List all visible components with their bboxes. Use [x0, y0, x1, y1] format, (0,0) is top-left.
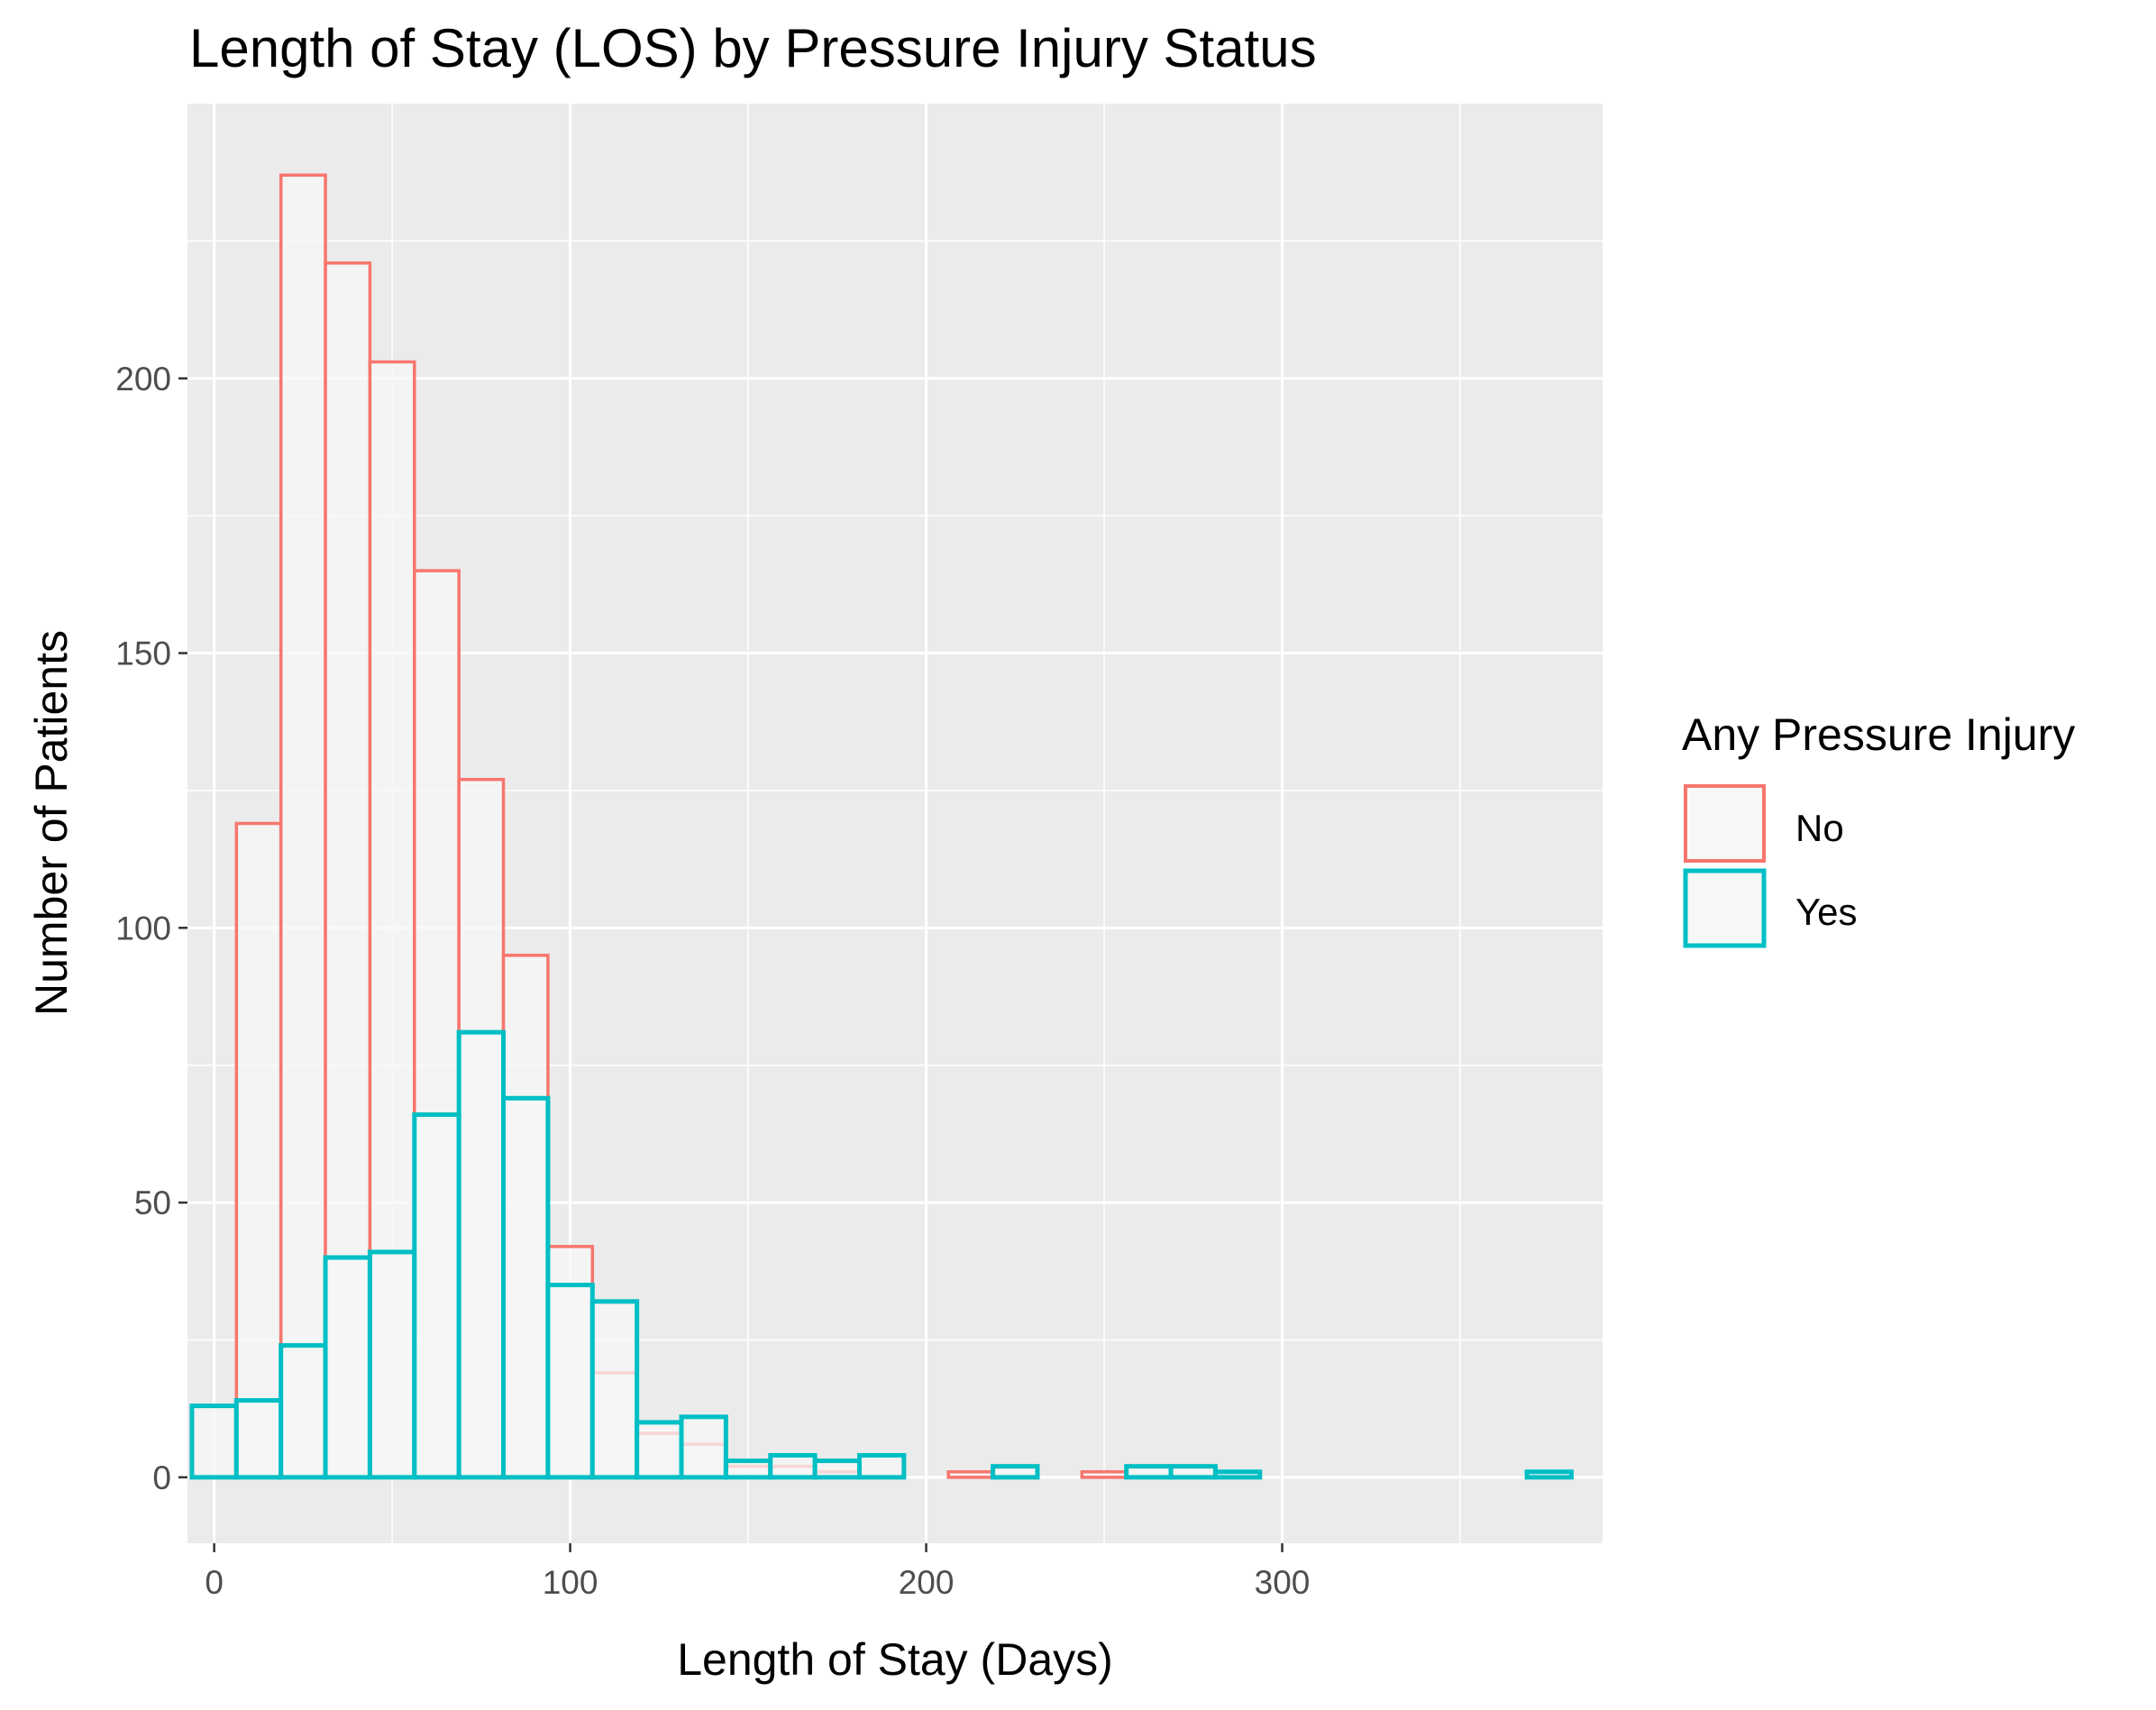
- legend-label-yes: Yes: [1795, 891, 1858, 933]
- x-tick-label: 0: [205, 1564, 224, 1601]
- legend-label-no: No: [1795, 807, 1844, 849]
- y-tick-label: 200: [115, 361, 171, 398]
- y-axis-label: Number of Patients: [26, 630, 77, 1016]
- bar-no-1: [234, 821, 283, 1479]
- legend-key-no: [1684, 784, 1766, 863]
- bar-yes-18: [991, 1464, 1040, 1480]
- bar-yes-22: [1168, 1464, 1218, 1480]
- bar-yes-15: [857, 1452, 907, 1480]
- bar-yes-0: [189, 1404, 239, 1480]
- y-tick-label: 100: [115, 910, 171, 946]
- bar-yes-8: [545, 1283, 595, 1480]
- bar-yes-2: [279, 1343, 328, 1480]
- bar-yes-1: [233, 1398, 284, 1480]
- bar-no-2: [279, 173, 327, 1479]
- x-tick-label: 200: [899, 1564, 955, 1601]
- bar-yes-30: [1524, 1469, 1574, 1480]
- bar-yes-13: [768, 1452, 818, 1480]
- x-axis-ticks: 0 100 200 300: [205, 1543, 1310, 1601]
- bar-yes-4: [367, 1249, 417, 1480]
- bar-no-20: [1080, 1470, 1128, 1479]
- bar-yes-21: [1124, 1464, 1174, 1480]
- x-tick-label: 100: [543, 1564, 598, 1601]
- chart-title: Length of Stay (LOS) by Pressure Injury …: [189, 18, 1317, 78]
- bar-yes-5: [412, 1112, 461, 1480]
- x-axis-label: Length of Stay (Days): [677, 1634, 1113, 1685]
- bar-yes-14: [812, 1459, 863, 1480]
- bar-yes-6: [456, 1029, 507, 1480]
- bar-yes-23: [1212, 1469, 1263, 1480]
- legend: Any Pressure Injury No Yes: [1682, 709, 2075, 948]
- legend-title: Any Pressure Injury: [1682, 709, 2075, 760]
- bar-yes-3: [323, 1255, 372, 1480]
- y-axis-ticks: 0 50 100 150 200: [115, 361, 187, 1496]
- bar-yes-7: [501, 1095, 551, 1480]
- bar-no-17: [946, 1470, 995, 1479]
- bar-yes-11: [679, 1414, 728, 1480]
- bar-yes-12: [723, 1459, 773, 1480]
- y-tick-label: 50: [134, 1184, 171, 1221]
- y-tick-label: 0: [152, 1459, 171, 1496]
- y-tick-label: 150: [115, 636, 171, 672]
- legend-key-yes: [1683, 868, 1767, 948]
- x-tick-label: 300: [1255, 1564, 1311, 1601]
- bar-yes-9: [589, 1299, 640, 1480]
- series-yes-bars: [189, 1029, 1574, 1480]
- bar-yes-10: [635, 1420, 684, 1480]
